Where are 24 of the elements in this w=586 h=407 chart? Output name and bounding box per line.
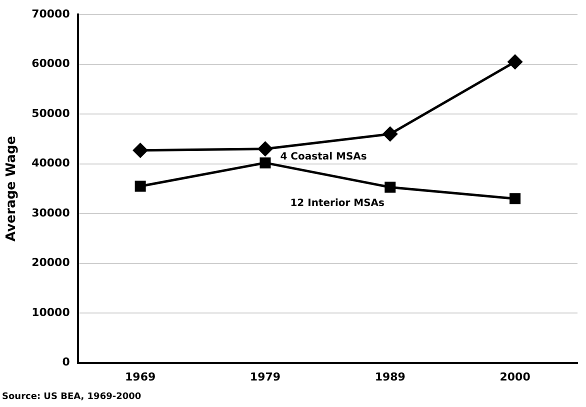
y-tick-label: 20000	[32, 256, 70, 270]
series-label: 4 Coastal MSAs	[280, 152, 367, 162]
point	[382, 126, 398, 142]
y-tick-label: 40000	[32, 156, 70, 170]
point	[384, 182, 396, 193]
point	[134, 180, 146, 192]
point	[258, 142, 272, 156]
x-tick-label: 1989	[374, 370, 406, 384]
y-tick-label: 10000	[32, 306, 70, 319]
point	[510, 193, 521, 204]
y-tick-label: 50000	[32, 106, 70, 120]
point	[260, 157, 271, 168]
point	[508, 54, 522, 70]
x-tick-label: 2000	[500, 370, 531, 384]
series-label: 12 Interior MSAs	[290, 198, 385, 209]
x-tick-label: 1979	[250, 370, 281, 384]
y-tick-label: 0	[62, 356, 70, 369]
y-tick-label: 60000	[32, 57, 70, 70]
x-tick-label: 1969	[125, 370, 156, 384]
point	[133, 143, 148, 158]
y-axis-title: Average Wage	[4, 136, 20, 242]
y-tick-label: 70000	[32, 7, 70, 20]
source-note: Source: US BEA, 1969-2000	[2, 392, 142, 402]
y-tick-label: 30000	[32, 206, 70, 220]
